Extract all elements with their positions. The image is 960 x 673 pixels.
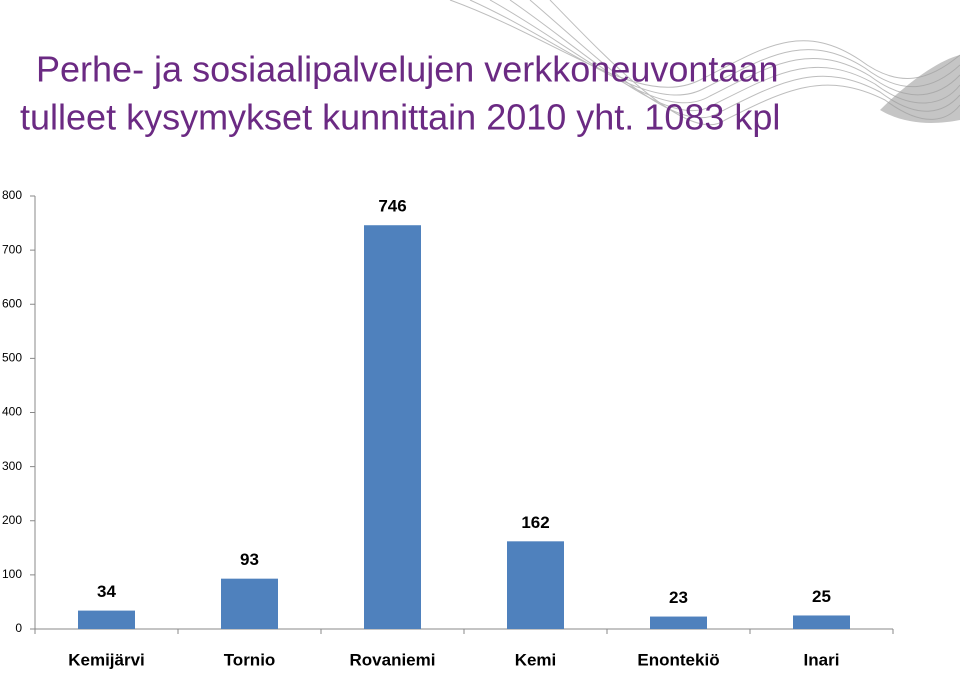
value-label: 162: [521, 513, 549, 532]
ribbon-decoration: [449, 0, 960, 126]
bar: [221, 578, 278, 629]
value-label: 746: [378, 197, 406, 216]
value-label: 25: [812, 587, 831, 606]
x-tick-label: Enontekiö: [637, 650, 719, 669]
x-tick-label: Tornio: [224, 650, 276, 669]
bar: [793, 615, 850, 629]
bar: [78, 610, 135, 629]
value-label: 23: [669, 588, 688, 607]
y-tick-label: 100: [2, 567, 22, 581]
value-label: 93: [240, 550, 259, 569]
y-tick-label: 700: [2, 242, 22, 256]
bar: [650, 616, 707, 629]
y-tick-label: 0: [15, 621, 22, 635]
y-tick-label: 500: [2, 351, 22, 365]
ribbon-shadow: [880, 55, 960, 123]
y-tick-label: 200: [2, 513, 22, 527]
y-tick-label: 400: [2, 405, 22, 419]
chart-title: Perhe- ja sosiaalipalvelujen verkkoneuvo…: [36, 49, 778, 90]
y-tick-label: 800: [2, 188, 22, 202]
x-tick-label: Rovaniemi: [350, 650, 436, 669]
chart-title: tulleet kysymykset kunnittain 2010 yht. …: [20, 97, 780, 138]
x-tick-label: Kemi: [515, 650, 557, 669]
x-tick-label: Inari: [804, 650, 840, 669]
bar: [507, 541, 564, 629]
x-tick-label: Kemijärvi: [68, 650, 145, 669]
bar: [364, 225, 421, 630]
y-tick-label: 600: [2, 296, 22, 310]
value-label: 34: [97, 582, 116, 601]
y-tick-label: 300: [2, 459, 22, 473]
